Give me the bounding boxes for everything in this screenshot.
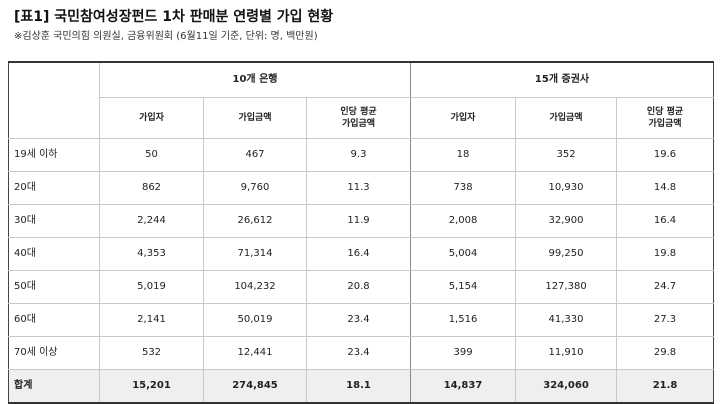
col-header-sec-amount: 가입금액: [515, 97, 618, 139]
bank-average: 23.4: [305, 303, 412, 337]
total-row: 합계 15,201 274,845 18.1 14,837 324,060 21…: [8, 369, 715, 404]
bank-subscribers: 5,019: [99, 270, 204, 304]
table-row: 60대 2,141 50,019 23.4 1,516 41,330 27.3: [8, 303, 715, 337]
group-header-banks: 10개 은행: [98, 61, 412, 98]
bank-average: 9.3: [305, 138, 412, 172]
sec-amount: 41,330: [515, 303, 618, 337]
sec-average: 27.3: [616, 303, 715, 337]
sec-subscribers: 738: [410, 171, 517, 205]
table-row: 50대 5,019 104,232 20.8 5,154 127,380 24.…: [8, 270, 715, 304]
avg-line1: 인당 평균: [340, 107, 377, 117]
sec-subscribers: 2,008: [410, 204, 517, 238]
sec-subscribers: 18: [410, 138, 517, 172]
total-bank-amount: 274,845: [203, 369, 307, 404]
sec-subscribers: 5,004: [410, 237, 517, 271]
bank-amount: 71,314: [203, 237, 307, 271]
bank-subscribers: 50: [99, 138, 204, 172]
sec-average: 29.8: [616, 336, 715, 370]
bank-average: 11.9: [305, 204, 412, 238]
bank-amount: 9,760: [203, 171, 307, 205]
sec-amount: 352: [515, 138, 618, 172]
col-header-bank-average: 인당 평균 가입금액: [305, 97, 412, 139]
corner-header-cell: [8, 61, 100, 139]
avg-line2: 가입금액: [341, 119, 376, 129]
bank-average: 11.3: [305, 171, 412, 205]
bank-amount: 467: [203, 138, 307, 172]
total-bank-average: 18.1: [305, 369, 412, 404]
sec-average: 19.8: [616, 237, 715, 271]
sec-average: 14.8: [616, 171, 715, 205]
total-sec-average: 21.8: [616, 369, 715, 404]
group-header-securities: 15개 증권사: [410, 61, 715, 98]
age-label: 60대: [8, 303, 100, 337]
bank-amount: 104,232: [203, 270, 307, 304]
bank-amount: 26,612: [203, 204, 307, 238]
bank-average: 20.8: [305, 270, 412, 304]
bank-amount: 12,441: [203, 336, 307, 370]
total-label: 합계: [8, 369, 100, 404]
age-label: 30대: [8, 204, 100, 238]
sec-subscribers: 1,516: [410, 303, 517, 337]
bank-subscribers: 532: [99, 336, 204, 370]
sec-amount: 127,380: [515, 270, 618, 304]
bank-subscribers: 4,353: [99, 237, 204, 271]
sec-amount: 99,250: [515, 237, 618, 271]
sec-average: 24.7: [616, 270, 715, 304]
table-row: 30대 2,244 26,612 11.9 2,008 32,900 16.4: [8, 204, 715, 238]
avg-line1: 인당 평균: [646, 107, 684, 117]
sec-average: 16.4: [616, 204, 715, 238]
col-header-sec-average: 인당 평균 가입금액: [616, 97, 715, 139]
sec-amount: 10,930: [515, 171, 618, 205]
table-row: 20대 862 9,760 11.3 738 10,930 14.8: [8, 171, 715, 205]
bank-subscribers: 2,141: [99, 303, 204, 337]
total-sec-amount: 324,060: [515, 369, 618, 404]
total-sec-subscribers: 14,837: [410, 369, 517, 404]
age-label: 19세 이하: [8, 138, 100, 172]
age-label: 70세 이상: [8, 336, 100, 370]
sec-amount: 32,900: [515, 204, 618, 238]
col-header-bank-subscribers: 가입자: [99, 97, 204, 139]
table-row: 19세 이하 50 467 9.3 18 352 19.6: [8, 138, 715, 172]
bank-average: 16.4: [305, 237, 412, 271]
total-bank-subscribers: 15,201: [99, 369, 204, 404]
bank-subscribers: 2,244: [99, 204, 204, 238]
sec-subscribers: 399: [410, 336, 517, 370]
sec-average: 19.6: [616, 138, 715, 172]
sec-amount: 11,910: [515, 336, 618, 370]
bank-amount: 50,019: [203, 303, 307, 337]
avg-line2: 가입금액: [648, 119, 682, 129]
table-row: 40대 4,353 71,314 16.4 5,004 99,250 19.8: [8, 237, 715, 271]
table-body: 19세 이하 50 467 9.3 18 352 19.6 20대 862 9,…: [8, 138, 715, 404]
sec-subscribers: 5,154: [410, 270, 517, 304]
age-subscription-table: 10개 은행 15개 증권사 가입자 가입금액 인당 평균 가입금액 가입자 가…: [8, 61, 715, 404]
age-label: 50대: [8, 270, 100, 304]
col-header-sec-subscribers: 가입자: [410, 97, 517, 139]
age-label: 20대: [8, 171, 100, 205]
bank-average: 23.4: [305, 336, 412, 370]
table-title: [표1] 국민참여성장펀드 1차 판매분 연령별 가입 현황: [14, 9, 334, 25]
source-note: ※김상훈 국민의힘 의원실, 금융위원회 (6월11일 기준, 단위: 명, 백…: [14, 31, 318, 42]
age-label: 40대: [8, 237, 100, 271]
table-row: 70세 이상 532 12,441 23.4 399 11,910 29.8: [8, 336, 715, 370]
bank-subscribers: 862: [99, 171, 204, 205]
col-header-bank-amount: 가입금액: [203, 97, 307, 139]
